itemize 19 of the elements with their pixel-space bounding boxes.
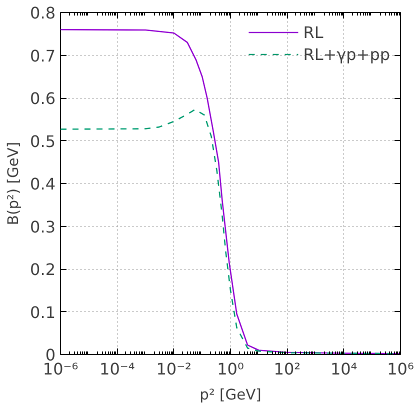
x-tick-label: 10⁴ xyxy=(330,360,358,378)
y-tick-label: 0.5 xyxy=(30,132,56,151)
y-tick-label: 0.3 xyxy=(30,217,56,236)
x-axis-title: p² [GeV] xyxy=(200,386,262,404)
y-axis-title: B(p²) [GeV] xyxy=(5,142,22,226)
x-tick-label: 10² xyxy=(274,360,301,378)
x-tick-label: 10⁻⁶ xyxy=(42,360,78,378)
y-tick-label: 0.6 xyxy=(30,89,56,108)
y-tick-label: 0.7 xyxy=(30,46,56,66)
y-tick-label: 0.4 xyxy=(30,174,56,194)
x-tick-label: 10⁻⁴ xyxy=(100,360,135,378)
x-tick-label: 10⁶ xyxy=(387,360,414,378)
y-tick-label: 0.8 xyxy=(30,4,56,22)
x-tick-label: 10⁻² xyxy=(156,360,192,378)
legend-label: RL xyxy=(303,22,324,42)
y-tick-label: 0.2 xyxy=(30,260,56,279)
x-tick-label: 10⁰ xyxy=(217,360,244,378)
y-tick-label: 0.1 xyxy=(30,302,56,322)
legend-label: RL+γp+pp xyxy=(303,44,390,64)
